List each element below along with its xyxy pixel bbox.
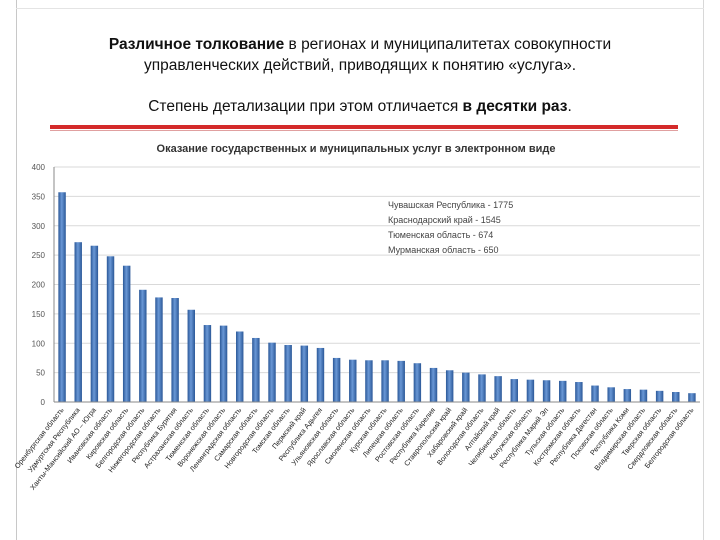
- frame-line-left: [16, 0, 17, 540]
- bar: [171, 298, 179, 402]
- bar: [74, 242, 82, 402]
- bar: [688, 393, 696, 402]
- slide-heading: Различное толкование в регионах и муници…: [30, 34, 690, 76]
- bar: [413, 363, 422, 402]
- bar: [623, 389, 632, 402]
- y-tick-label: 50: [36, 369, 45, 378]
- y-tick-label: 300: [32, 222, 46, 231]
- accent-bar: [50, 125, 678, 129]
- frame-line-right: [703, 0, 704, 540]
- bar: [542, 380, 551, 402]
- gridlines: [54, 166, 700, 403]
- heading-bold-part: Различное толкование: [108, 36, 285, 53]
- bar: [252, 337, 260, 402]
- bar: [300, 345, 309, 402]
- y-tick-label: 0: [41, 398, 46, 407]
- slide-subheading: Степень детализации при этом отличается …: [30, 98, 690, 116]
- subheading-end: .: [567, 98, 572, 115]
- bar: [381, 360, 389, 402]
- subheading-start: Степень детализации при этом отличается: [148, 98, 463, 115]
- annotation-text: Мурманская область - 650: [388, 245, 499, 255]
- y-axis-ticks: 0 50 100 150 200 250 300 350 400: [32, 163, 46, 407]
- x-tick-label: Ханты-Мансийский АО – Югра: [28, 406, 98, 492]
- subheading-bold: в десятки раз: [462, 98, 568, 115]
- bar: [639, 389, 648, 402]
- y-tick-label: 150: [32, 310, 46, 319]
- annotations: Чувашская Республика - 1775 Краснодарский…: [388, 200, 513, 255]
- bar: [559, 380, 567, 402]
- annotation-text: Чувашская Республика - 1775: [388, 200, 513, 210]
- chart-title: Оказание государственных и муниципальных…: [157, 143, 556, 155]
- accent-line: [50, 130, 678, 131]
- bar: [397, 360, 405, 402]
- bar: [58, 192, 66, 402]
- y-tick-label: 350: [32, 192, 46, 201]
- bar: [445, 370, 454, 402]
- bar: [122, 265, 131, 402]
- y-tick-label: 100: [32, 339, 46, 348]
- bar: [478, 374, 486, 402]
- bar: [316, 347, 325, 402]
- bar: [284, 345, 292, 402]
- bar: [462, 372, 470, 402]
- bar: [236, 331, 244, 402]
- bar: [575, 382, 583, 402]
- frame-line-top: [16, 8, 704, 9]
- y-tick-label: 400: [32, 163, 46, 172]
- annotation-text: Краснодарский край - 1545: [388, 215, 501, 225]
- bar: [510, 379, 518, 402]
- bar: [139, 289, 147, 402]
- bar: [349, 359, 357, 402]
- bars: [58, 192, 696, 402]
- bar: [655, 390, 664, 402]
- bar: [365, 360, 373, 402]
- bar: [219, 325, 228, 402]
- bar: [203, 325, 212, 402]
- heading-rest: в регионах и муниципалитетах совокупност…: [284, 36, 612, 53]
- bar: [268, 342, 276, 402]
- bar: [106, 256, 115, 402]
- bar: [494, 376, 502, 402]
- heading-line-2: управленческих действий, приводящих к по…: [143, 57, 577, 74]
- bar: [332, 357, 341, 402]
- y-tick-label: 250: [32, 251, 46, 260]
- bar: [672, 392, 680, 402]
- bar: [187, 309, 195, 402]
- bar: [526, 379, 535, 402]
- y-tick-label: 200: [32, 281, 46, 290]
- bar: [607, 387, 615, 402]
- annotation-text: Тюменская область - 674: [388, 230, 493, 240]
- bar: [90, 245, 99, 402]
- bar: [591, 385, 599, 402]
- bar: [155, 297, 163, 402]
- bar: [429, 367, 438, 402]
